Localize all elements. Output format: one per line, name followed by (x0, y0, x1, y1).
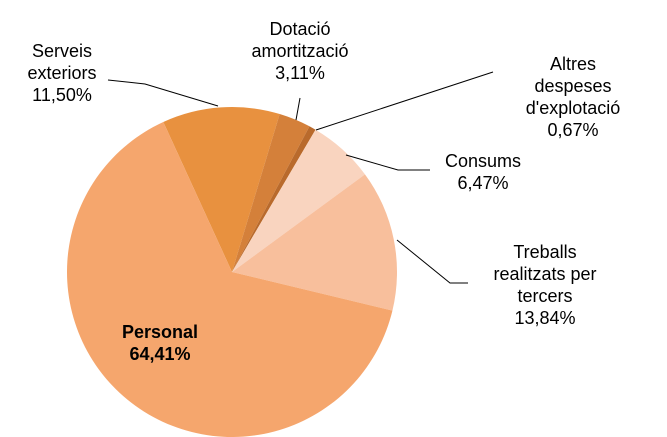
category-label: Serveis exteriors (27, 41, 97, 83)
category-label: Altres despeses d'explotació (525, 54, 621, 118)
slice-label: Treballs realitzats per tercers 13,84% (493, 241, 596, 329)
leader-line (345, 154, 430, 171)
value-label: 13,84% (514, 308, 576, 328)
category-label: Personal (121, 322, 199, 342)
slice (232, 129, 365, 272)
value-label: 0,67% (547, 120, 599, 140)
slice (67, 121, 393, 437)
slice-label: Altres despeses d'explotació 0,67% (526, 53, 621, 141)
slice-label: Personal 64,41% (122, 321, 198, 365)
leader-line (295, 97, 301, 121)
slice-label: Consums 6,47% (445, 150, 521, 194)
slice (232, 114, 310, 272)
value-label: 3,11% (275, 63, 325, 83)
slice (232, 126, 316, 272)
category-label: Dotació amortització (251, 19, 349, 61)
category-label: Treballs realitzats per tercers (493, 242, 597, 306)
slice (232, 174, 397, 311)
slice-label: Dotació amortització 3,11% (251, 18, 348, 84)
slice-label: Serveis exteriors 11,50% (27, 40, 96, 106)
value-label: 64,41% (129, 344, 191, 364)
slice (163, 107, 280, 272)
leader-line (396, 239, 468, 284)
category-label: Consums (444, 151, 522, 171)
leader-line (315, 71, 494, 131)
value-label: 6,47% (457, 173, 509, 193)
leader-line (107, 79, 219, 107)
value-label: 11,50% (32, 85, 92, 105)
